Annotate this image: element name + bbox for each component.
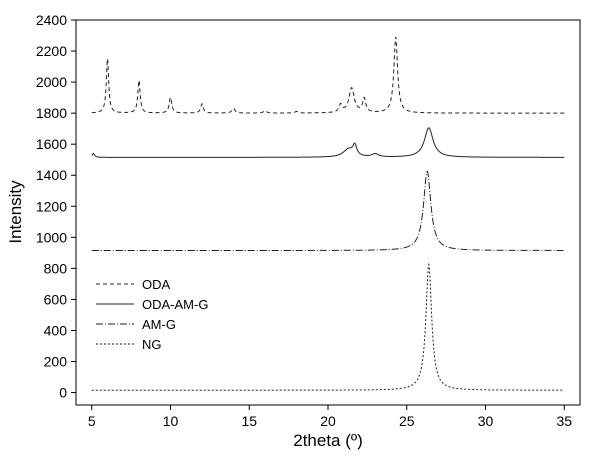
legend-label: NG (142, 337, 162, 352)
series-lines (91, 36, 565, 391)
y-axis-title: Intensity (6, 180, 25, 244)
series-line-oda-am-g (91, 127, 565, 158)
y-tick-label: 400 (44, 322, 68, 338)
y-tick-label: 1000 (36, 229, 67, 245)
y-tick-label: 200 (44, 354, 68, 370)
y-tick-label: 800 (44, 260, 68, 276)
y-tick-label: 1600 (36, 136, 67, 152)
legend-label: ODA (142, 277, 171, 292)
y-tick-label: 2000 (36, 74, 67, 90)
x-tick-label: 15 (241, 413, 257, 429)
y-tick-label: 2400 (36, 12, 67, 28)
x-tick-label: 10 (163, 413, 179, 429)
y-tick-label: 2200 (36, 43, 67, 59)
series-line-am-g (91, 170, 565, 252)
y-tick-label: 0 (59, 385, 67, 401)
x-tick-label: 5 (88, 413, 96, 429)
legend: ODA ODA-AM-G AM-G NG (96, 277, 208, 352)
legend-label: AM-G (142, 317, 176, 332)
y-axis-ticks: 0 200 400 600 800 1000 1200 1400 1600 1800 2000 220… (36, 12, 76, 401)
series-line-ng (91, 262, 565, 391)
y-tick-label: 600 (44, 291, 68, 307)
x-axis-ticks: 5 10 15 20 25 30 35 (88, 405, 572, 429)
y-tick-label: 1400 (36, 167, 67, 183)
x-tick-label: 20 (320, 413, 336, 429)
x-tick-label: 25 (399, 413, 415, 429)
series-line-oda (91, 36, 565, 114)
y-tick-label: 1800 (36, 105, 67, 121)
x-axis-title: 2theta (º) (293, 431, 363, 450)
x-tick-label: 35 (556, 413, 572, 429)
y-tick-label: 1200 (36, 198, 67, 214)
x-tick-label: 30 (478, 413, 494, 429)
legend-label: ODA-AM-G (142, 297, 208, 312)
